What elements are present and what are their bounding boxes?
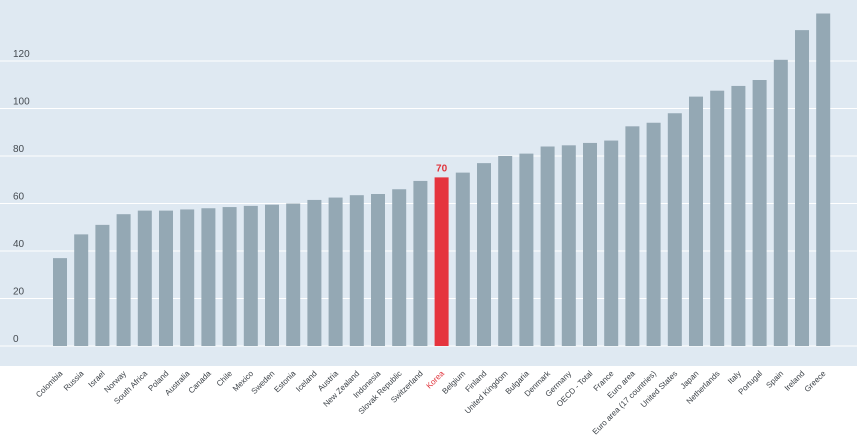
- x-tick-label: Greece: [803, 369, 828, 394]
- bar: [201, 208, 216, 346]
- bar: [434, 177, 449, 346]
- bar: [604, 140, 619, 346]
- y-tick-label: 0: [13, 334, 19, 345]
- bar: [349, 195, 364, 346]
- x-tick-label: Italy: [726, 369, 743, 386]
- y-tick-label: 100: [13, 97, 30, 108]
- bar: [413, 180, 428, 346]
- bars: [53, 13, 831, 346]
- bar: [180, 209, 195, 346]
- bar: [116, 214, 131, 346]
- bar: [95, 224, 110, 346]
- bar: [625, 126, 640, 346]
- x-tick-label: Canada: [187, 369, 214, 396]
- bar: [583, 142, 597, 346]
- y-axis: 0 20 40 60 80 100 120: [13, 49, 30, 345]
- bar: [519, 153, 534, 346]
- x-tick-label: Colombia: [34, 369, 65, 400]
- bar: [498, 156, 513, 346]
- bar: [731, 85, 746, 346]
- bar: [243, 205, 258, 346]
- bar: [477, 163, 491, 346]
- bar: [540, 146, 555, 346]
- x-tick-label: Russia: [62, 369, 86, 393]
- data-label: 70: [436, 163, 448, 174]
- bar: [74, 234, 89, 346]
- bar: [646, 122, 661, 346]
- bar: [137, 210, 152, 346]
- bar: [816, 13, 831, 346]
- bar: [773, 59, 788, 346]
- y-tick-label: 120: [13, 49, 30, 60]
- x-tick-label: Belgium: [440, 369, 467, 396]
- y-tick-label: 80: [13, 144, 25, 155]
- bar: [710, 90, 725, 346]
- bar: [795, 30, 809, 346]
- y-tick-label: 40: [13, 239, 25, 250]
- x-tick-label: Iceland: [294, 369, 319, 394]
- bar: [561, 145, 576, 346]
- bar: [689, 96, 703, 346]
- bar: [752, 80, 767, 346]
- bar: [455, 172, 470, 346]
- bar: [159, 210, 173, 346]
- y-tick-label: 20: [13, 287, 25, 298]
- bar: [53, 258, 67, 346]
- bar: [265, 204, 279, 346]
- x-tick-label: Estonia: [272, 369, 298, 395]
- bar: [307, 199, 322, 346]
- data-labels: 70: [436, 163, 448, 174]
- y-tick-label: 60: [13, 192, 25, 203]
- bar: [222, 207, 237, 346]
- bar: [286, 203, 301, 346]
- bar: [392, 189, 407, 346]
- x-tick-label: Sweden: [250, 369, 277, 396]
- x-tick-label: Portugal: [737, 369, 765, 397]
- bar: [328, 197, 343, 346]
- bar: [371, 194, 385, 346]
- bar: [667, 113, 682, 346]
